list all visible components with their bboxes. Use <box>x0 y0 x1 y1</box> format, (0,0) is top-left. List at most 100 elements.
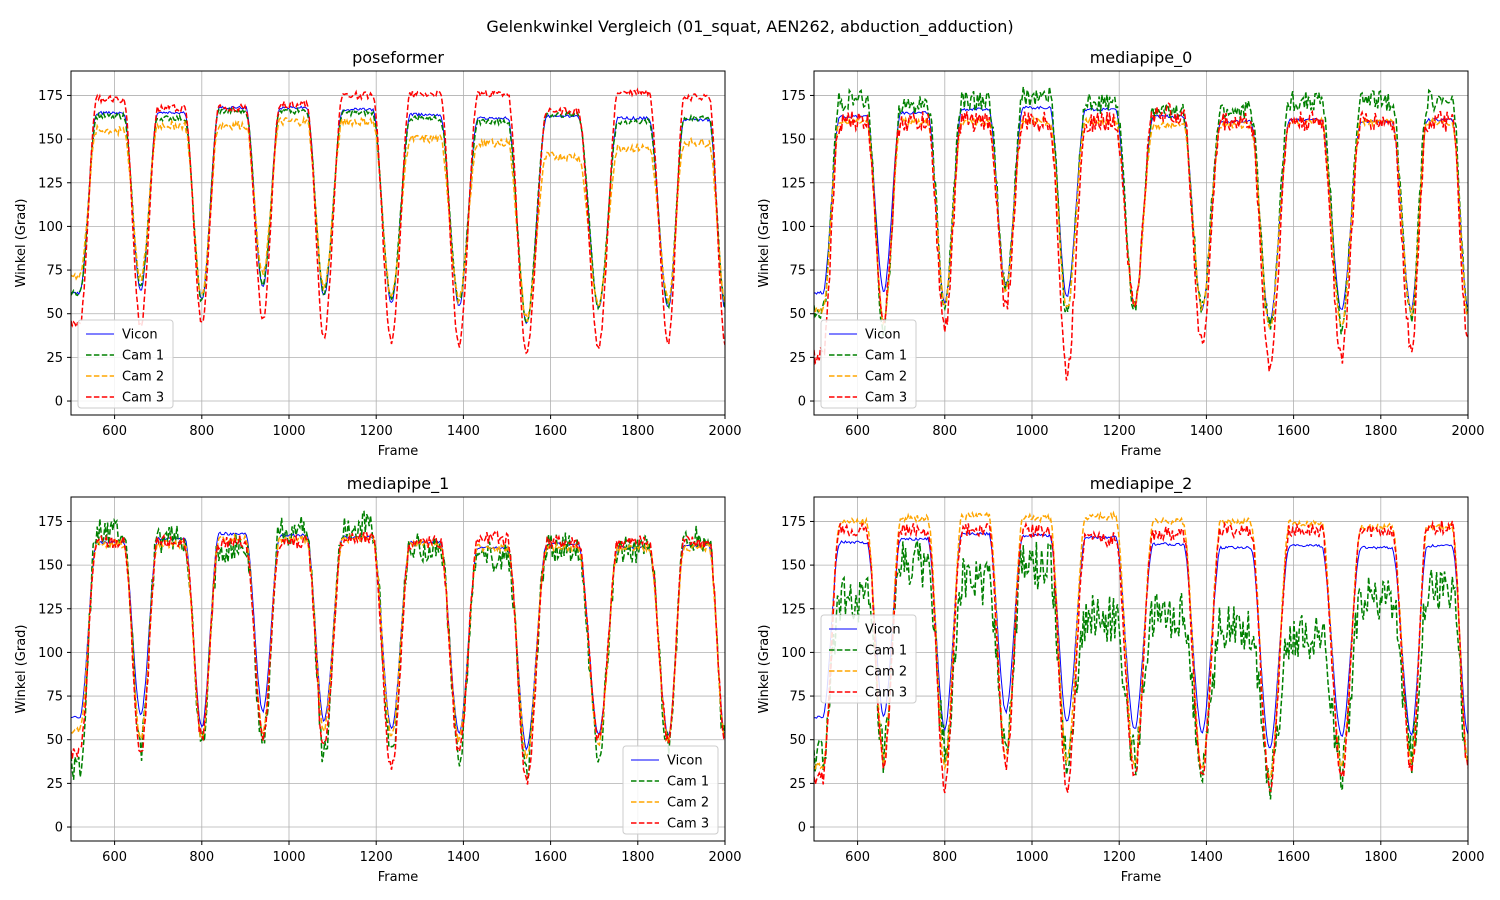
x-tick-label: 1400 <box>1190 424 1223 439</box>
x-tick-label: 1000 <box>272 850 305 865</box>
series-line-cam-2 <box>71 115 725 323</box>
x-axis-label: Frame <box>378 444 419 459</box>
y-tick-label: 75 <box>789 264 806 279</box>
legend-label: Vicon <box>122 328 158 343</box>
y-tick-label: 175 <box>781 515 806 530</box>
x-tick-label: 1600 <box>1277 850 1310 865</box>
x-tick-label: 2000 <box>708 850 741 865</box>
y-axis-label: Winkel (Grad) <box>757 198 772 287</box>
chart-panel-mediapipe_2: 600 800 1000 1200 1400 1600 1800 2000 0 25 50 75 100… <box>757 474 1485 885</box>
figure-title: Gelenkwinkel Vergleich (01_squat, AEN262… <box>486 17 1013 37</box>
y-tick-label: 125 <box>781 602 806 617</box>
x-tick-label: 2000 <box>1451 424 1484 439</box>
legend-label: Cam 2 <box>865 665 907 680</box>
legend-box <box>622 745 719 835</box>
series-line-vicon <box>814 531 1468 749</box>
y-tick-label: 0 <box>55 821 63 836</box>
x-tick-label: 2000 <box>1451 850 1484 865</box>
x-tick-label: 1800 <box>1364 424 1397 439</box>
series-group <box>71 86 725 355</box>
legend-label: Cam 3 <box>122 391 164 406</box>
legend-box <box>820 614 917 704</box>
legend-label: Cam 2 <box>865 370 907 385</box>
y-tick-label: 150 <box>38 133 63 148</box>
y-tick-label: 100 <box>781 220 806 235</box>
legend: Vicon Cam 1 Cam 2 Cam 3 <box>622 745 719 835</box>
y-tick-label: 25 <box>46 777 63 792</box>
x-tick-label: 600 <box>845 850 870 865</box>
x-tick-label: 1000 <box>272 424 305 439</box>
y-tick-label: 0 <box>55 395 63 410</box>
x-tick-label: 1400 <box>447 850 480 865</box>
axes-frame <box>70 496 726 842</box>
series-group <box>814 86 1468 381</box>
x-tick-label: 1600 <box>1277 424 1310 439</box>
y-tick-label: 75 <box>46 264 63 279</box>
y-tick-label: 75 <box>789 690 806 705</box>
series-line-cam-3 <box>814 102 1468 381</box>
y-tick-label: 100 <box>38 220 63 235</box>
legend-label: Cam 1 <box>122 349 164 364</box>
x-tick-label: 1200 <box>360 424 393 439</box>
axes-frame <box>813 70 1469 416</box>
x-axis-label: Frame <box>1121 444 1162 459</box>
legend-label: Cam 1 <box>667 775 709 790</box>
y-tick-label: 175 <box>38 89 63 104</box>
y-axis-label: Winkel (Grad) <box>14 624 29 713</box>
axes-frame <box>70 70 726 416</box>
x-tick-label: 800 <box>189 850 214 865</box>
subplot-title: mediapipe_1 <box>347 474 450 494</box>
y-tick-label: 75 <box>46 690 63 705</box>
axes-frame <box>813 496 1469 842</box>
legend-label: Vicon <box>865 328 901 343</box>
y-tick-label: 150 <box>781 133 806 148</box>
x-tick-label: 600 <box>845 424 870 439</box>
y-tick-label: 100 <box>38 646 63 661</box>
x-tick-label: 1600 <box>534 424 567 439</box>
legend-label: Cam 1 <box>865 644 907 659</box>
x-axis-label: Frame <box>378 870 419 885</box>
legend-label: Vicon <box>865 623 901 638</box>
legend-box <box>820 319 917 409</box>
y-tick-label: 175 <box>781 89 806 104</box>
series-group <box>814 510 1468 800</box>
x-tick-label: 1800 <box>1364 850 1397 865</box>
y-tick-label: 50 <box>46 733 63 748</box>
y-axis-label: Winkel (Grad) <box>757 624 772 713</box>
x-axis-label: Frame <box>1121 870 1162 885</box>
legend-label: Cam 3 <box>667 817 709 832</box>
subplot-title: poseformer <box>352 48 444 67</box>
y-tick-label: 125 <box>38 602 63 617</box>
x-tick-label: 1200 <box>1103 424 1136 439</box>
y-tick-label: 25 <box>789 351 806 366</box>
x-tick-label: 800 <box>932 850 957 865</box>
y-tick-label: 175 <box>38 515 63 530</box>
chart-panel-mediapipe_0: 600 800 1000 1200 1400 1600 1800 2000 0 25 50 75 100… <box>757 48 1485 459</box>
chart-panels: 600 800 1000 1200 1400 1600 1800 20000255075100… <box>14 48 1485 885</box>
x-tick-label: 1200 <box>360 850 393 865</box>
series-line-cam-3 <box>71 86 725 355</box>
y-tick-label: 25 <box>789 777 806 792</box>
y-tick-label: 25 <box>46 351 63 366</box>
y-tick-label: 0 <box>798 395 806 410</box>
y-tick-label: 100 <box>781 646 806 661</box>
subplot-title: mediapipe_2 <box>1090 474 1193 494</box>
x-tick-label: 1400 <box>1190 850 1223 865</box>
subplot-title: mediapipe_0 <box>1090 48 1193 68</box>
x-tick-label: 1200 <box>1103 850 1136 865</box>
x-tick-label: 1000 <box>1015 850 1048 865</box>
series-line-cam-3 <box>71 530 725 785</box>
legend-label: Cam 2 <box>667 796 709 811</box>
y-tick-label: 125 <box>781 176 806 191</box>
legend-label: Vicon <box>667 754 703 769</box>
legend: Vicon Cam 1 Cam 2 Cam 3 <box>77 319 174 409</box>
legend: Vicon Cam 1 Cam 2 Cam 3 <box>820 614 917 704</box>
y-tick-label: 125 <box>38 176 63 191</box>
y-tick-label: 50 <box>46 307 63 322</box>
y-tick-label: 50 <box>789 307 806 322</box>
legend-label: Cam 3 <box>865 686 907 701</box>
chart-panel-poseformer: 600 800 1000 1200 1400 1600 1800 2000 0 25 50 75 100… <box>14 48 742 459</box>
y-axis-label: Winkel (Grad) <box>14 198 29 287</box>
legend-box <box>77 319 174 409</box>
